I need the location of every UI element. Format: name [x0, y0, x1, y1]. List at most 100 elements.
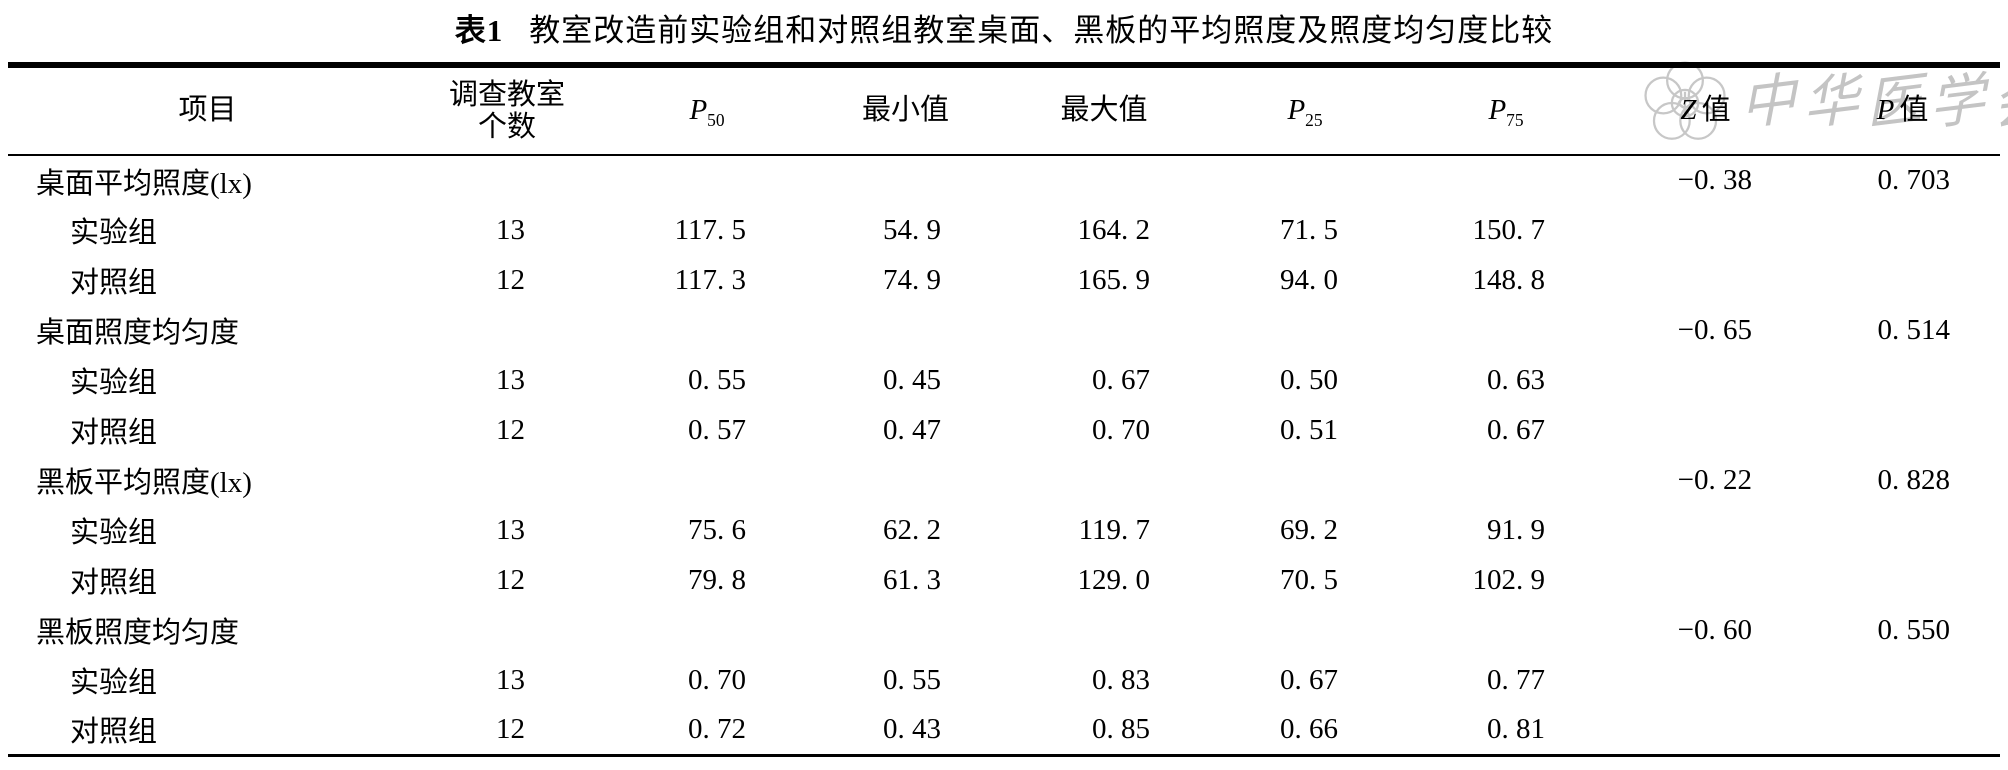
cell-z-value: −0. 22: [1677, 463, 1752, 496]
col-header-classroom-count-line2: 个数: [477, 111, 536, 143]
cell-classroom-count: [407, 605, 607, 655]
row-label: 对照组: [70, 567, 158, 599]
cell-p50: 79. 8: [688, 563, 746, 596]
cell-p-value: [1805, 555, 2000, 605]
cell-p-value: 0. 550: [1877, 613, 1951, 646]
cell-max: [1004, 605, 1204, 655]
table-title-text: 教室改造前实验组和对照组教室桌面、黑板的平均照度及照度均匀度比较: [529, 13, 1554, 48]
row-label: 黑板照度均匀度: [36, 617, 240, 649]
col-header-classroom-count-line1: 调查教室: [448, 78, 565, 111]
p50-subscript: 50: [707, 110, 725, 131]
table-row: 对照组 12 0. 72 0. 43 0. 85 0. 66 0. 81: [8, 705, 2000, 755]
cell-p-value: 0. 703: [1877, 164, 1951, 196]
p25-subscript: 25: [1305, 110, 1323, 131]
cell-z-value: [1606, 205, 1805, 255]
cell-p75: [1406, 305, 1606, 355]
cell-z-value: −0. 38: [1677, 164, 1752, 196]
cell-p50: [607, 455, 807, 505]
cell-min: 74. 9: [883, 263, 941, 296]
cell-p50: [607, 305, 807, 355]
table-number: 表1: [454, 13, 504, 48]
col-header-p75: P75: [1406, 65, 1606, 156]
cell-p25: [1204, 155, 1406, 205]
col-header-min: 最小值: [807, 65, 1004, 156]
cell-z-value: [1606, 505, 1805, 555]
cell-z-value: [1606, 555, 1805, 605]
cell-p75: 150. 7: [1472, 213, 1546, 246]
cell-max: 165. 9: [1077, 263, 1151, 296]
cell-p75: 0. 63: [1487, 363, 1545, 396]
cell-p25: [1204, 305, 1406, 355]
cell-p25: [1204, 605, 1406, 655]
cell-p50: 0. 72: [688, 712, 746, 745]
p25-symbol: P: [1287, 94, 1306, 127]
cell-min: [807, 305, 1004, 355]
cell-classroom-count: [407, 455, 607, 505]
table-row: 对照组 12 0. 57 0. 47 0. 70 0. 51 0. 67: [8, 405, 2000, 455]
cell-p50: 0. 55: [688, 363, 746, 396]
cell-min: 0. 45: [883, 363, 941, 396]
table-row: 桌面照度均匀度 −0. 65 0. 514: [8, 305, 2000, 355]
cell-classroom-count: 12: [496, 712, 525, 745]
cell-min: [807, 605, 1004, 655]
p75-symbol: P: [1488, 94, 1507, 127]
cell-p50: [607, 155, 807, 205]
p-symbol: P: [1876, 94, 1895, 127]
cell-max: [1004, 455, 1204, 505]
cell-z-value: [1606, 705, 1805, 755]
col-header-item: 项目: [8, 65, 407, 156]
cell-classroom-count: 12: [496, 413, 525, 446]
cell-classroom-count: 12: [496, 563, 525, 596]
cell-p75: 0. 67: [1487, 413, 1545, 446]
cell-classroom-count: 13: [496, 663, 525, 696]
cell-z-value: [1606, 355, 1805, 405]
row-label: 黑板平均照度(lx): [36, 467, 252, 499]
cell-p25: 0. 66: [1280, 712, 1338, 745]
cell-z-value: −0. 60: [1677, 613, 1752, 646]
cell-p-value: [1805, 705, 2000, 755]
p75-subscript: 75: [1506, 110, 1524, 131]
cell-max: 0. 85: [1092, 712, 1150, 745]
cell-p75: [1406, 455, 1606, 505]
row-label: 实验组: [70, 517, 158, 549]
cell-min: 0. 47: [883, 413, 941, 446]
table-row: 实验组 13 0. 70 0. 55 0. 83 0. 67 0. 77: [8, 655, 2000, 705]
row-label: 对照组: [70, 267, 158, 299]
cell-min: 62. 2: [883, 513, 941, 546]
p50-symbol: P: [689, 94, 708, 127]
cell-classroom-count: [407, 305, 607, 355]
table-body: 桌面平均照度(lx) −0. 38 0. 703 实验组 13 117. 5 5…: [8, 155, 2000, 755]
table-row: 桌面平均照度(lx) −0. 38 0. 703: [8, 155, 2000, 205]
cell-min: 61. 3: [883, 563, 941, 596]
cell-z-value: [1606, 405, 1805, 455]
cell-p-value: 0. 828: [1877, 463, 1951, 496]
cell-max: 0. 67: [1092, 363, 1150, 396]
table-title: 表1 教室改造前实验组和对照组教室桌面、黑板的平均照度及照度均匀度比较: [0, 5, 2008, 50]
cell-p25: 0. 51: [1280, 413, 1338, 446]
cell-p25: 71. 5: [1280, 213, 1338, 246]
cell-p25: 69. 2: [1280, 513, 1338, 546]
cell-p75: 102. 9: [1472, 563, 1546, 596]
cell-z-value: [1606, 255, 1805, 305]
cell-p75: 148. 8: [1472, 263, 1546, 296]
cell-p-value: [1805, 505, 2000, 555]
table-row: 实验组 13 75. 6 62. 2 119. 7 69. 2 91. 9: [8, 505, 2000, 555]
cell-min: [807, 455, 1004, 505]
cell-classroom-count: 13: [496, 513, 525, 546]
cell-p75: [1406, 155, 1606, 205]
cell-p25: 94. 0: [1280, 263, 1338, 296]
cell-p50: 117. 3: [674, 263, 746, 296]
p-suffix: 值: [1899, 94, 1929, 127]
cell-p25: 70. 5: [1280, 563, 1338, 596]
cell-p25: [1204, 455, 1406, 505]
row-label: 桌面平均照度(lx): [36, 167, 252, 200]
cell-p-value: [1805, 205, 2000, 255]
row-label: 实验组: [70, 667, 158, 699]
row-label: 对照组: [70, 417, 158, 449]
row-label: 实验组: [70, 217, 158, 249]
cell-p50: 0. 57: [688, 413, 746, 446]
cell-max: 129. 0: [1077, 563, 1151, 596]
